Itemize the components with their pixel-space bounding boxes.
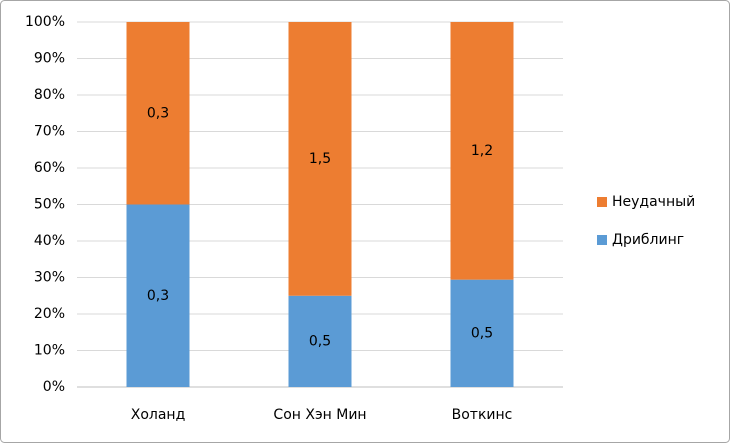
y-tick-label: 10%: [34, 343, 65, 359]
data-label: 0,5: [309, 333, 331, 349]
bar-segment: [288, 22, 352, 296]
legend-swatch: [597, 235, 607, 245]
y-tick-label: 30%: [34, 270, 65, 286]
y-tick-label: 0%: [43, 379, 65, 395]
bar-segment: [450, 22, 514, 280]
y-tick-label: 100%: [25, 14, 65, 30]
y-tick-label: 80%: [34, 87, 65, 103]
x-tick-label: Сон Хэн Мин: [273, 407, 366, 423]
legend-label: Неудачный: [612, 194, 695, 210]
y-tick-label: 40%: [34, 233, 65, 249]
data-label: 1,5: [309, 151, 331, 167]
x-tick-label: Воткинс: [452, 407, 513, 423]
y-tick-label: 20%: [34, 306, 65, 322]
bar-segment: [126, 204, 190, 387]
bar-segment: [288, 295, 352, 387]
y-tick-label: 50%: [34, 197, 65, 213]
y-tick-label: 90%: [34, 51, 65, 67]
y-tick-label: 70%: [34, 124, 65, 140]
y-tick-label: 60%: [34, 160, 65, 176]
bar-segment: [126, 22, 190, 205]
x-tick-label: Холанд: [131, 407, 186, 423]
data-label: 0,5: [471, 325, 493, 341]
legend-label: Дриблинг: [612, 232, 684, 248]
legend-swatch: [597, 197, 607, 207]
bar-segment: [450, 279, 514, 387]
data-label: 0,3: [147, 105, 169, 121]
data-label: 1,2: [471, 143, 493, 159]
data-label: 0,3: [147, 288, 169, 304]
